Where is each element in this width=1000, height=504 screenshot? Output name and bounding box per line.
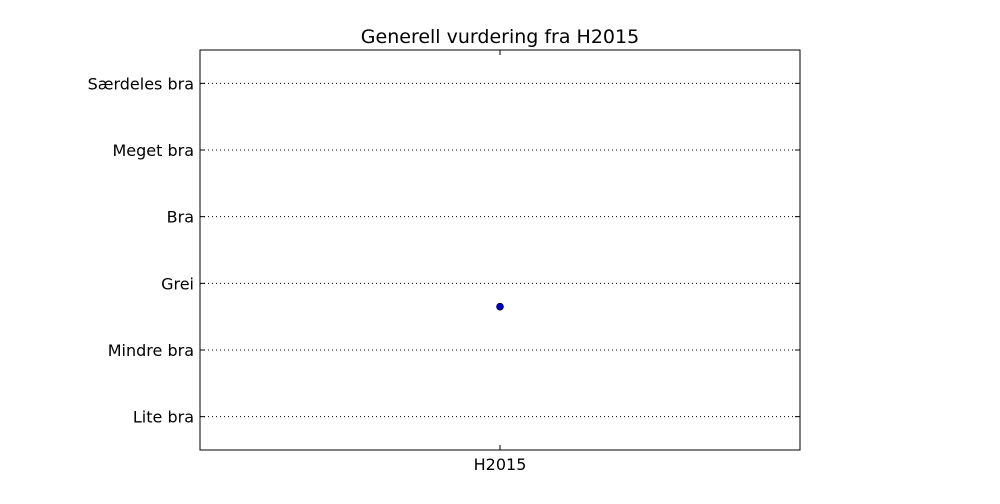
point-layer — [496, 302, 504, 311]
x-tick-label: H2015 — [474, 455, 527, 474]
grid-layer — [200, 82, 800, 418]
y-tick-label: Mindre bra — [108, 341, 194, 360]
label-layer: Lite bra Mindre bra Grei Bra Meget bra Særdel… — [88, 74, 527, 474]
y-tick-label: Meget bra — [112, 141, 194, 160]
y-tick-label: Grei — [161, 274, 194, 293]
tick-layer — [200, 50, 800, 450]
y-tick-label: Særdeles bra — [88, 74, 194, 93]
y-tick-label: Bra — [167, 208, 194, 227]
y-tick-label: Lite bra — [133, 408, 194, 427]
plot-frame — [199, 49, 801, 451]
chart-title: Generell vurdering fra H2015 — [361, 26, 639, 48]
data-point — [496, 302, 504, 311]
